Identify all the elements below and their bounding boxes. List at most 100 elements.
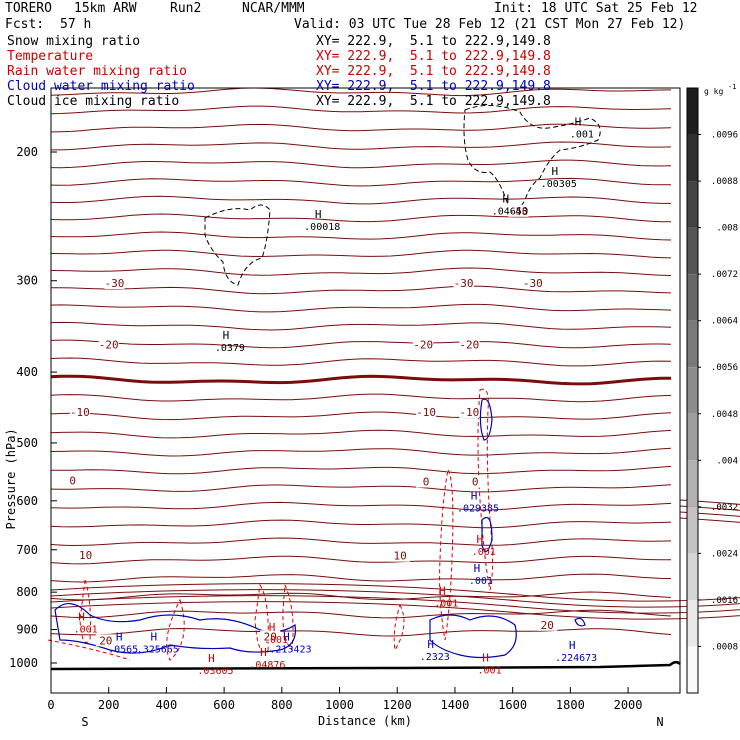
colorbar-tick-label: .0072	[711, 270, 738, 280]
temperature-contour-label: -40	[508, 205, 528, 218]
contour-label-bg	[62, 474, 83, 487]
temperature-contour-label: -20	[99, 338, 119, 351]
snow-contour	[463, 105, 601, 211]
rain-contour	[393, 603, 405, 652]
temperature-contour	[50, 501, 672, 511]
temperature-contour-label: -10	[459, 406, 479, 419]
y-tick-label: 700	[16, 543, 38, 557]
field-xy: XY= 222.9, 5.1 to 222.9,149.8	[316, 34, 551, 49]
temperature-contour	[50, 411, 672, 421]
y-tick-label: 200	[16, 145, 38, 159]
x-tick-label: 1400	[440, 698, 469, 712]
colorbar-tick-label: .004	[716, 456, 738, 466]
north-label: N	[656, 715, 663, 729]
contour-label-bg	[390, 549, 411, 562]
temperature-contour	[50, 177, 672, 187]
field-name: Snow mixing ratio	[7, 34, 141, 49]
x-tick-label: 1200	[383, 698, 412, 712]
maxima-labels: H.0379H.00018H.04653H.00305H.001H.0565H.…	[74, 116, 598, 677]
temperature-contour	[50, 511, 740, 614]
colorbar-tick-label: .0088	[711, 177, 738, 187]
model-resolution: 15km ARW	[74, 1, 137, 16]
temperature-contour	[50, 159, 672, 169]
freezing-level-contour	[50, 374, 672, 386]
temperature-contour	[51, 465, 672, 475]
colorbar-frame	[686, 87, 699, 694]
maximum-marker: H	[439, 585, 446, 598]
snow-contours	[204, 105, 601, 286]
forecast-label: Fcst:	[5, 17, 45, 32]
colorbar-tick-label: .0048	[711, 410, 738, 420]
temperature-contour	[51, 141, 672, 151]
colorbar-segment	[687, 599, 698, 647]
colorbar-unit-exponent: -1	[728, 83, 736, 91]
temperature-contour-label: 0	[423, 476, 430, 489]
rain-contour	[47, 639, 131, 661]
maximum-value-label: .001	[472, 547, 496, 558]
rain-contour	[439, 468, 454, 641]
y-tick-label: 1000	[9, 656, 38, 670]
contour-label-bg	[416, 406, 437, 419]
colorbar-segment	[687, 134, 698, 182]
contour-label-bg	[416, 475, 437, 488]
x-tick-label: 800	[271, 698, 293, 712]
forecast-hours: 57 h	[60, 17, 92, 32]
temperature-contour-label: 20	[99, 634, 112, 647]
temperature-contour	[50, 517, 740, 620]
cloud-water-contours	[54, 398, 586, 659]
x-axis-label: Distance (km)	[318, 714, 412, 728]
temperature-contour-label: 10	[79, 549, 92, 562]
temperature-contour	[50, 123, 672, 133]
maximum-value-label: .001	[570, 130, 594, 141]
cloud-water-contour	[54, 603, 297, 654]
y-tick-label: 500	[16, 436, 38, 450]
colorbar-tick-label: .0096	[711, 131, 738, 141]
temperature-contour-label: -10	[70, 406, 90, 419]
colorbar: .0096 .0088 .008 .0072 .0064 .0056 .0048 .004 .0…	[686, 83, 738, 694]
field-name: Cloud water mixing ratio	[7, 79, 195, 94]
temperature-contour-label: 0	[69, 474, 76, 487]
temperature-contours	[50, 87, 740, 637]
colorbar-tick-label: .0024	[711, 549, 738, 559]
temperature-contour	[50, 321, 672, 331]
init-time: Init: 18 UTC Sat 25 Feb 12	[494, 1, 698, 16]
field-xy: XY= 222.9, 5.1 to 222.9,149.8	[316, 79, 551, 94]
temperature-contour	[50, 339, 672, 349]
temperature-contour-label: -30	[523, 277, 543, 290]
rain-contour	[477, 388, 493, 591]
maximum-value-label: .001	[478, 665, 502, 676]
x-tick-label: 600	[213, 698, 235, 712]
maximum-marker: H	[223, 329, 230, 342]
field-xy: XY= 222.9, 5.1 to 222.9,149.8	[316, 64, 551, 79]
colorbar-segment	[687, 413, 698, 461]
maximum-value-label: .001	[434, 599, 458, 610]
contour-label-bg	[522, 276, 543, 289]
temperature-contour-labels: -40 -30 -30 -30 -20 -20 -20 -10 -10 -10 0 0 0 10 10 20 2…	[62, 204, 558, 647]
plot-frame	[50, 87, 681, 694]
maximum-marker: H	[474, 562, 481, 575]
org-label: NCAR/MMM	[242, 1, 305, 16]
valid-time: Valid: 03 UTC Tue 28 Feb 12 (21 CST Mon …	[294, 17, 686, 32]
temperature-contour	[50, 303, 672, 313]
colorbar-tick-label: .0016	[711, 596, 738, 606]
y-tick-label: 800	[16, 585, 38, 599]
temperature-contour-label: 20	[541, 619, 554, 632]
temperature-contour-label: -20	[459, 338, 479, 351]
temperature-contour	[50, 393, 672, 403]
model-name: TORERO	[5, 1, 52, 16]
temperature-contour-label: -30	[105, 277, 125, 290]
contour-label-bg	[508, 204, 529, 217]
contour-label-bg	[459, 338, 480, 351]
colorbar-segment	[687, 274, 698, 321]
temperature-contour	[50, 519, 672, 529]
temperature-contour	[50, 87, 672, 97]
south-label: S	[81, 715, 88, 729]
y-axis-label: Pressure (hPa)	[4, 428, 18, 529]
contour-label-bg	[98, 338, 119, 351]
temperature-contour	[50, 429, 672, 439]
cloud-water-contour	[574, 617, 586, 627]
contour-label-bg	[104, 276, 125, 289]
temperature-contour-label: 20	[264, 630, 277, 643]
maximum-marker: H	[502, 193, 509, 206]
cloud-water-contour	[479, 398, 493, 441]
